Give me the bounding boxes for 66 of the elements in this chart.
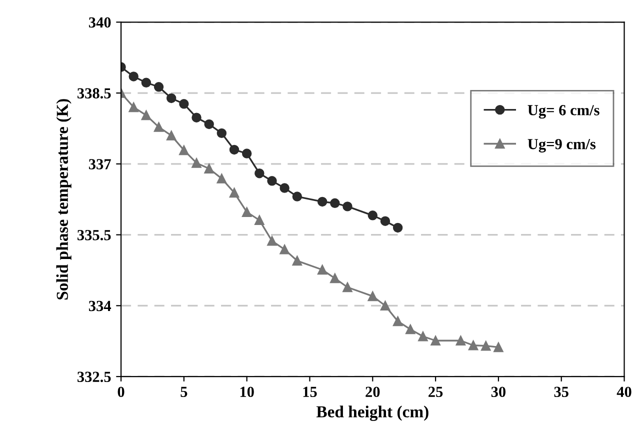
y-axis-title: Solid phase temperature (K) [56,99,72,300]
point [292,192,302,202]
point [128,102,138,112]
point [280,183,290,193]
point [330,273,340,284]
x-tick-label: 10 [240,386,254,398]
point [254,168,264,178]
point [154,82,164,92]
point [317,196,328,207]
point [216,174,227,184]
point [456,336,466,346]
point [192,158,202,168]
point [280,244,290,254]
x-tick-label: 40 [616,386,632,398]
point [380,216,390,226]
point [267,176,277,186]
point [406,324,416,334]
point [392,222,403,233]
point [368,210,378,220]
legend-label: Ug=9 cm/s [528,138,596,152]
point [192,112,202,122]
x-tick-label: 15 [303,386,317,398]
point [242,148,252,158]
x-tick-label: 30 [491,386,506,398]
point [204,164,214,174]
x-tick-label: 25 [428,386,443,398]
x-axis-title: Bed height (cm) [316,406,428,421]
point [392,316,403,326]
point [166,93,176,104]
point [204,119,214,130]
x-tick-label: 20 [366,386,380,398]
point [179,145,189,156]
x-tick-label: 0 [118,386,124,398]
point [330,198,340,208]
point [216,128,227,138]
y-tick-label: 334 [88,300,112,312]
point [242,207,252,217]
point [368,291,378,302]
legend-label: Ug= 6 cm/s [528,105,600,119]
point [430,336,440,346]
point [229,144,240,155]
x-tick-label: 35 [554,386,568,398]
x-tick-label: 5 [180,386,188,398]
point [166,130,176,140]
point [267,236,277,246]
point [342,282,352,292]
point [179,99,189,109]
point [468,340,478,350]
point [317,264,328,275]
y-tick-label: 338.5 [78,88,111,99]
point [418,332,428,342]
y-tick-label: 335.5 [78,230,111,240]
point [380,300,390,311]
point [481,340,491,351]
y-tick-label: 340 [88,17,111,28]
point [494,342,504,352]
point [128,72,138,82]
point [254,215,264,226]
y-tick-label: 337 [88,159,111,170]
point [342,202,352,212]
point [154,122,164,132]
y-tick-label: 332.5 [78,372,111,382]
point [229,188,240,198]
point [141,78,152,88]
point [141,110,152,120]
point [292,256,302,266]
